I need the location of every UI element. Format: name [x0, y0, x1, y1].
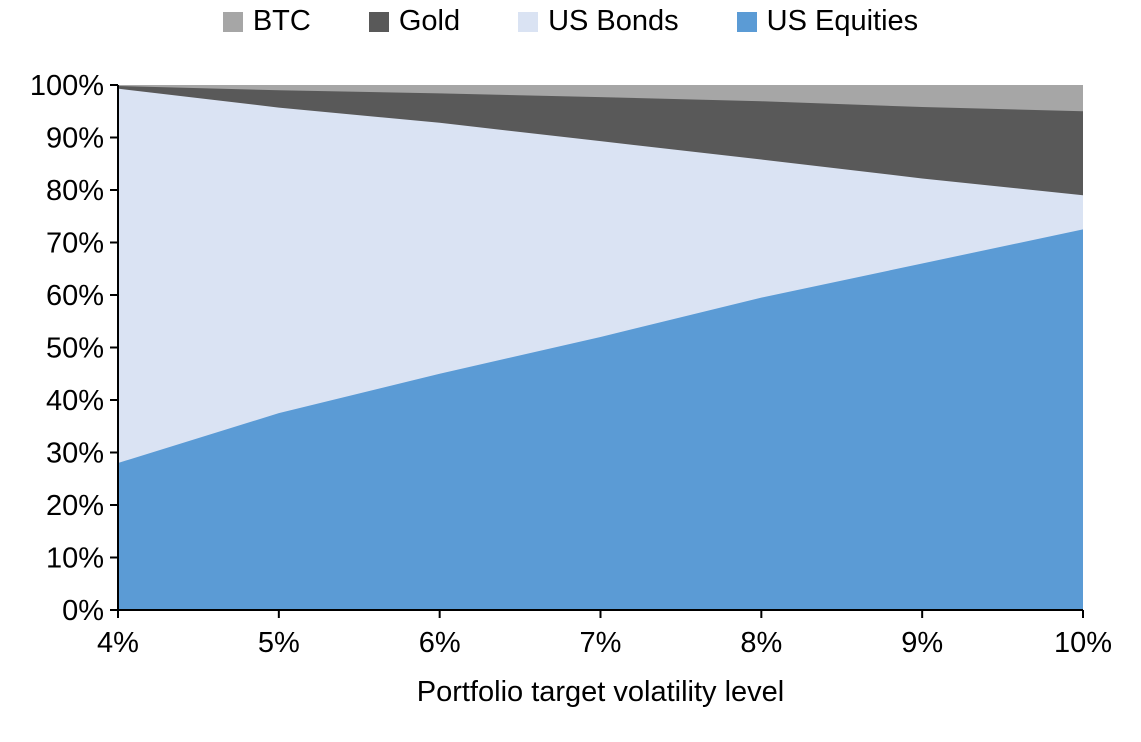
y-tick-label: 90%: [46, 123, 104, 155]
y-tick-label: 40%: [46, 385, 104, 417]
y-tick-label: 30%: [46, 438, 104, 470]
legend-swatch-us-equities-icon: [736, 11, 757, 32]
legend-label-btc: BTC: [252, 5, 311, 37]
y-tick-label: 80%: [46, 175, 104, 207]
legend: BTC Gold US Bonds US Equities: [0, 5, 1141, 38]
x-tick-label: 5%: [258, 627, 300, 659]
area-us-equities: [118, 229, 1083, 610]
legend-item-us-equities: US Equities: [736, 5, 919, 38]
legend-item-btc: BTC: [222, 5, 311, 38]
legend-item-us-bonds: US Bonds: [518, 5, 679, 38]
y-tick-label: 70%: [46, 228, 104, 260]
legend-item-gold: Gold: [368, 5, 461, 38]
y-tick-label: 0%: [62, 595, 104, 627]
legend-swatch-us-bonds-icon: [518, 11, 539, 32]
y-tick-label: 60%: [46, 280, 104, 312]
y-tick-label: 50%: [46, 333, 104, 365]
y-tick-label: 10%: [46, 543, 104, 575]
x-tick-label: 8%: [740, 627, 782, 659]
stacked-area-chart: 0% 10% 20% 30% 40% 50% 60% 70% 80% 90% 100% 4% 5% 6% 7…: [30, 70, 1112, 659]
legend-swatch-gold-icon: [368, 11, 389, 32]
legend-swatch-btc-icon: [222, 11, 243, 32]
legend-label-us-bonds: US Bonds: [548, 5, 679, 37]
legend-label-us-equities: US Equities: [766, 5, 919, 37]
x-tick-label: 6%: [419, 627, 461, 659]
x-axis-title: Portfolio target volatility level: [416, 676, 785, 708]
x-tick-label: 9%: [901, 627, 943, 659]
x-tick-label: 10%: [1054, 627, 1112, 659]
y-tick-label: 100%: [30, 70, 104, 102]
legend-label-gold: Gold: [398, 5, 461, 37]
x-tick-label: 4%: [97, 627, 139, 659]
y-tick-label: 20%: [46, 490, 104, 522]
x-tick-label: 7%: [580, 627, 622, 659]
